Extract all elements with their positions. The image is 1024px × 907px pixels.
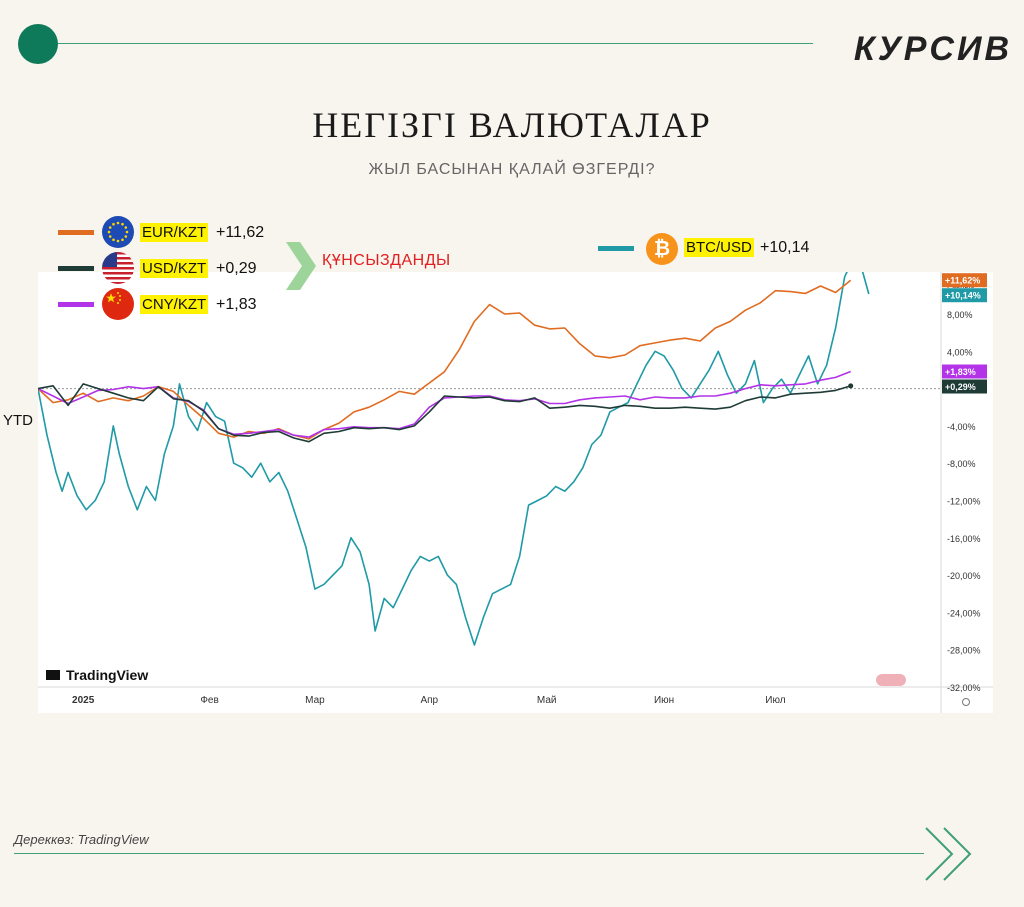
- price-badge-cny: [942, 364, 987, 379]
- next-arrow-icon[interactable]: [922, 824, 978, 884]
- legend-name: USD/KZT: [140, 259, 209, 278]
- legend-item-usd: USD/KZT +0,29: [58, 250, 318, 286]
- page-title: НЕГІЗГІ ВАЛЮТАЛАР: [312, 105, 712, 145]
- x-tick-label: Фев: [200, 695, 218, 706]
- ytd-label: YTD: [3, 412, 33, 429]
- price-badge-label: +0,29%: [945, 382, 976, 392]
- cny-swatch: [58, 302, 94, 307]
- y-tick-label: 8,00%: [947, 310, 973, 320]
- price-badge-eur: [942, 273, 987, 288]
- y-tick-label: -20,00%: [947, 571, 981, 581]
- legend-value: +0,29: [216, 260, 257, 277]
- x-tick-label: Мар: [305, 695, 325, 706]
- x-tick-label: Май: [537, 695, 557, 706]
- y-tick-label: -12,00%: [947, 496, 981, 506]
- us-flag-icon: [102, 252, 134, 284]
- series-line-cny: [38, 370, 851, 438]
- event-marker-icon: [876, 674, 906, 686]
- series-line-usd: [38, 383, 851, 443]
- legend-item-cny: CNY/KZT +1,83: [58, 286, 318, 322]
- series-line-eur: [38, 279, 852, 440]
- y-tick-label: -24,00%: [947, 608, 981, 618]
- x-tick-label: Июл: [765, 695, 785, 706]
- y-tick-label: 4,00%: [947, 347, 973, 357]
- y-tick-label: -28,00%: [947, 646, 981, 656]
- cn-flag-icon: [102, 288, 134, 320]
- legend-item-eur: EUR/KZT +11,62: [58, 214, 318, 250]
- legend-name: EUR/KZT: [140, 223, 209, 242]
- price-badge-usd: [942, 379, 987, 394]
- usd-last-point: [848, 383, 854, 389]
- line-chart: 8,00%4,00%0-4,00%-8,00%-12,00%-16,00%-20…: [38, 272, 993, 713]
- header-divider: [58, 43, 813, 44]
- legend-name: BTC/USD: [684, 238, 754, 257]
- source-note: Дереккөз: TradingView: [14, 832, 149, 847]
- btc-swatch: [598, 246, 634, 251]
- legend-name: CNY/KZT: [140, 295, 209, 314]
- legend-value: +10,14: [760, 239, 810, 256]
- accent-dot: [18, 24, 58, 64]
- settings-icon: [962, 698, 970, 706]
- tradingview-logo-icon: [46, 670, 60, 680]
- eu-flag-icon: [102, 216, 134, 248]
- y-tick-label: -8,00%: [947, 459, 976, 469]
- price-badge-label: +11,62%: [945, 276, 980, 286]
- price-badge-label: +1,83%: [945, 367, 976, 377]
- watermark-text: TradingView: [66, 667, 148, 683]
- x-tick-label: 2025: [72, 695, 95, 706]
- page-subtitle: ЖЫЛ БАСЫНАН ҚАЛАЙ ӨЗГЕРДІ?: [368, 161, 656, 178]
- chevron-right-icon: [286, 242, 316, 290]
- eur-swatch: [58, 230, 94, 235]
- series-line-btc: [38, 272, 870, 646]
- chart-panel: 8,00%4,00%0-4,00%-8,00%-12,00%-16,00%-20…: [38, 272, 993, 713]
- denominated-label: ҚҰНСЫЗДАНДЫ: [322, 252, 451, 269]
- footer-divider: [14, 853, 924, 854]
- price-badge-btc: [942, 288, 987, 303]
- legend-item-btc: ₿ BTC/USD +10,14: [598, 232, 858, 268]
- brand-logo: КУРСИВ: [853, 30, 1012, 68]
- y-tick-label: -4,00%: [947, 422, 976, 432]
- bitcoin-icon: ₿: [646, 233, 678, 265]
- x-tick-label: Апр: [420, 695, 438, 706]
- price-badge-label: +10,14%: [945, 291, 981, 301]
- legend-value: +1,83: [216, 296, 257, 313]
- y-tick-label: -16,00%: [947, 534, 981, 544]
- x-tick-label: Июн: [654, 695, 674, 706]
- usd-swatch: [58, 266, 94, 271]
- y-tick-label: -32,00%: [947, 683, 981, 693]
- legend-value: +11,62: [216, 224, 265, 241]
